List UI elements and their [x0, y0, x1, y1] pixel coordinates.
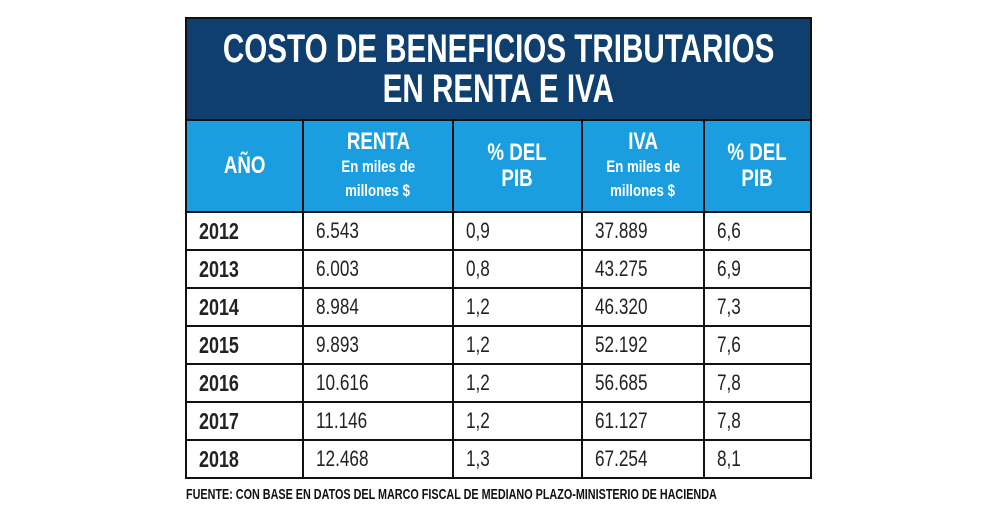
header-renta-pib: % DEL PIB — [452, 121, 583, 213]
cell-value: 2016 — [199, 369, 239, 396]
cell-value: 0,9 — [466, 218, 490, 243]
title-line-1: COSTO DE BENEFICIOS TRIBUTARIOS — [222, 27, 775, 71]
cell-iva: 61.127 — [581, 401, 705, 441]
cell-renta-pib: 0,9 — [452, 211, 583, 251]
cell-iva: 56.685 — [581, 363, 705, 403]
cell-renta-pib: 1,2 — [452, 325, 583, 365]
header-label: IVA — [628, 128, 658, 155]
cell-year: 2016 — [187, 363, 304, 403]
cell-value: 43.275 — [595, 256, 648, 281]
cell-value: 6.003 — [316, 256, 359, 281]
cell-iva: 46.320 — [581, 287, 705, 327]
header-label: RENTA — [346, 128, 410, 155]
table-row: 2015 9.893 1,2 52.192 7,6 — [187, 325, 810, 365]
cell-iva: 52.192 — [581, 325, 705, 365]
header-label: PIB — [741, 165, 774, 192]
cell-iva-pib: 7,6 — [703, 325, 810, 365]
header-label: AÑO — [223, 152, 266, 179]
cell-iva-pib: 7,3 — [703, 287, 810, 327]
cell-value: 1,2 — [466, 332, 490, 357]
cell-renta-pib: 1,2 — [452, 401, 583, 441]
cell-renta-pib: 1,3 — [452, 439, 583, 477]
cell-renta: 6.003 — [302, 249, 454, 289]
table-row: 2013 6.003 0,8 43.275 6,9 — [187, 249, 810, 289]
cell-renta-pib: 0,8 — [452, 249, 583, 289]
cell-renta: 9.893 — [302, 325, 454, 365]
cell-value: 2018 — [199, 445, 239, 472]
cell-value: 67.254 — [595, 446, 648, 471]
cell-value: 37.889 — [595, 218, 648, 243]
header-sub: En miles de — [341, 157, 415, 176]
cell-value: 6.543 — [316, 218, 359, 243]
table-title: COSTO DE BENEFICIOS TRIBUTARIOS EN RENTA… — [187, 19, 810, 121]
cell-renta: 6.543 — [302, 211, 454, 251]
cell-value: 56.685 — [595, 370, 648, 395]
cell-renta-pib: 1,2 — [452, 287, 583, 327]
cell-iva-pib: 8,1 — [703, 439, 810, 477]
cell-value: 6,9 — [717, 256, 741, 281]
table-row: 2016 10.616 1,2 56.685 7,8 — [187, 363, 810, 403]
cell-year: 2015 — [187, 325, 304, 365]
cell-iva: 67.254 — [581, 439, 705, 477]
cell-value: 8.984 — [316, 294, 359, 319]
cell-value: 1,2 — [466, 294, 490, 319]
cell-value: 61.127 — [595, 408, 648, 433]
header-sub: En miles de — [606, 157, 680, 176]
cell-iva-pib: 7,8 — [703, 363, 810, 403]
header-label: PIB — [501, 165, 534, 192]
cell-iva: 43.275 — [581, 249, 705, 289]
cell-year: 2017 — [187, 401, 304, 441]
cell-iva-pib: 7,8 — [703, 401, 810, 441]
header-label: % DEL — [487, 139, 548, 166]
cell-value: 6,6 — [717, 218, 741, 243]
cell-year: 2014 — [187, 287, 304, 327]
cell-value: 2012 — [199, 217, 239, 244]
cell-year: 2012 — [187, 211, 304, 251]
cell-value: 7,6 — [717, 332, 741, 357]
cell-value: 0,8 — [466, 256, 490, 281]
table-row: 2014 8.984 1,2 46.320 7,3 — [187, 287, 810, 327]
cell-value: 8,1 — [717, 446, 741, 471]
cell-value: 1,2 — [466, 408, 490, 433]
table-row: 2017 11.146 1,2 61.127 7,8 — [187, 401, 810, 441]
tax-benefits-table: COSTO DE BENEFICIOS TRIBUTARIOS EN RENTA… — [185, 17, 812, 479]
header-iva: IVA En miles de millones $ — [581, 121, 705, 213]
header-year: AÑO — [187, 121, 304, 213]
cell-value: 2017 — [199, 407, 239, 434]
cell-year: 2018 — [187, 439, 304, 477]
cell-value: 2015 — [199, 331, 239, 358]
cell-value: 2013 — [199, 255, 239, 282]
cell-year: 2013 — [187, 249, 304, 289]
cell-value: 9.893 — [316, 332, 359, 357]
cell-renta: 8.984 — [302, 287, 454, 327]
cell-value: 7,3 — [717, 294, 741, 319]
cell-iva-pib: 6,6 — [703, 211, 810, 251]
title-line-2: EN RENTA E IVA — [382, 67, 615, 111]
table-row: 2018 12.468 1,3 67.254 8,1 — [187, 439, 810, 477]
header-iva-pib: % DEL PIB — [703, 121, 810, 213]
cell-value: 1,3 — [466, 446, 490, 471]
cell-renta-pib: 1,2 — [452, 363, 583, 403]
cell-iva-pib: 6,9 — [703, 249, 810, 289]
cell-renta: 10.616 — [302, 363, 454, 403]
cell-renta: 12.468 — [302, 439, 454, 477]
cell-value: 7,8 — [717, 370, 741, 395]
cell-value: 12.468 — [316, 446, 369, 471]
header-sub: millones $ — [345, 181, 411, 200]
cell-value: 7,8 — [717, 408, 741, 433]
cell-value: 11.146 — [316, 408, 368, 433]
cell-value: 52.192 — [595, 332, 648, 357]
cell-value: 10.616 — [316, 370, 369, 395]
cell-value: 46.320 — [595, 294, 648, 319]
cell-value: 2014 — [199, 293, 239, 320]
header-label: % DEL — [727, 139, 788, 166]
cell-iva: 37.889 — [581, 211, 705, 251]
cell-renta: 11.146 — [302, 401, 454, 441]
source-note: FUENTE: CON BASE EN DATOS DEL MARCO FISC… — [186, 486, 717, 503]
header-renta: RENTA En miles de millones $ — [302, 121, 454, 213]
cell-value: 1,2 — [466, 370, 490, 395]
table-row: 2012 6.543 0,9 37.889 6,6 — [187, 211, 810, 251]
header-sub: millones $ — [610, 181, 676, 200]
